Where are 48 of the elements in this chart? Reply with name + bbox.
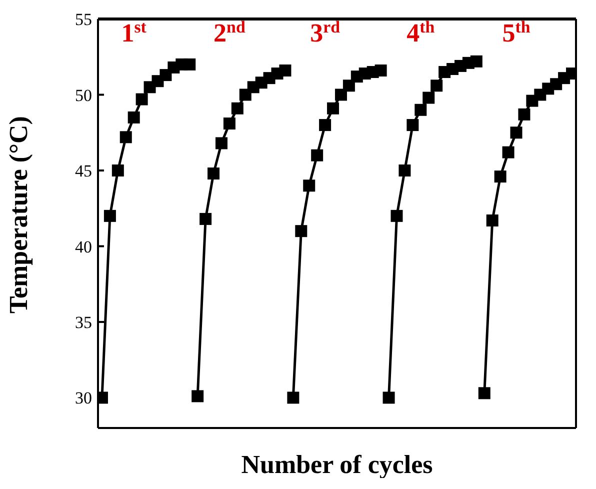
point [486, 214, 498, 226]
annotation: 1$^{st}$ [121, 16, 147, 48]
point [390, 210, 403, 222]
point [478, 387, 490, 400]
y-tick-label: 45 [75, 162, 92, 181]
point [104, 210, 116, 222]
point [295, 225, 308, 238]
annotation: 5$^{th}$ [502, 16, 531, 48]
point [406, 119, 419, 132]
point [231, 102, 244, 114]
point [502, 146, 514, 158]
point [398, 164, 411, 176]
point [327, 102, 340, 114]
point [208, 168, 220, 180]
point [279, 64, 292, 77]
point [200, 212, 212, 225]
point [382, 392, 395, 404]
point [128, 111, 140, 124]
y-tick-label: 55 [75, 10, 92, 30]
point [414, 104, 427, 116]
point [319, 119, 332, 132]
y-axis-title: Temperature (°C) [4, 116, 34, 314]
annotation: 4$^{th}$ [406, 16, 436, 48]
point [470, 55, 482, 68]
point [311, 149, 324, 162]
y-tick-label: 35 [75, 313, 92, 332]
point [184, 58, 196, 70]
point [430, 80, 443, 92]
point [287, 392, 300, 404]
point [422, 92, 435, 104]
annotation: 3$^{rd}$ [310, 16, 341, 48]
y-tick-label: 50 [75, 86, 92, 105]
point [223, 118, 236, 130]
point [334, 88, 347, 101]
point [342, 80, 355, 92]
point [192, 390, 204, 402]
point [215, 137, 228, 150]
point [120, 131, 132, 144]
y-tick-label: 30 [75, 388, 92, 408]
point [112, 164, 124, 176]
point [494, 170, 506, 183]
point [374, 64, 387, 77]
point [518, 108, 530, 120]
point [136, 93, 148, 106]
y-tick-label: 40 [75, 237, 92, 256]
point [510, 126, 522, 139]
annotation: 2$^{nd}$ [214, 16, 246, 48]
point [303, 180, 316, 192]
